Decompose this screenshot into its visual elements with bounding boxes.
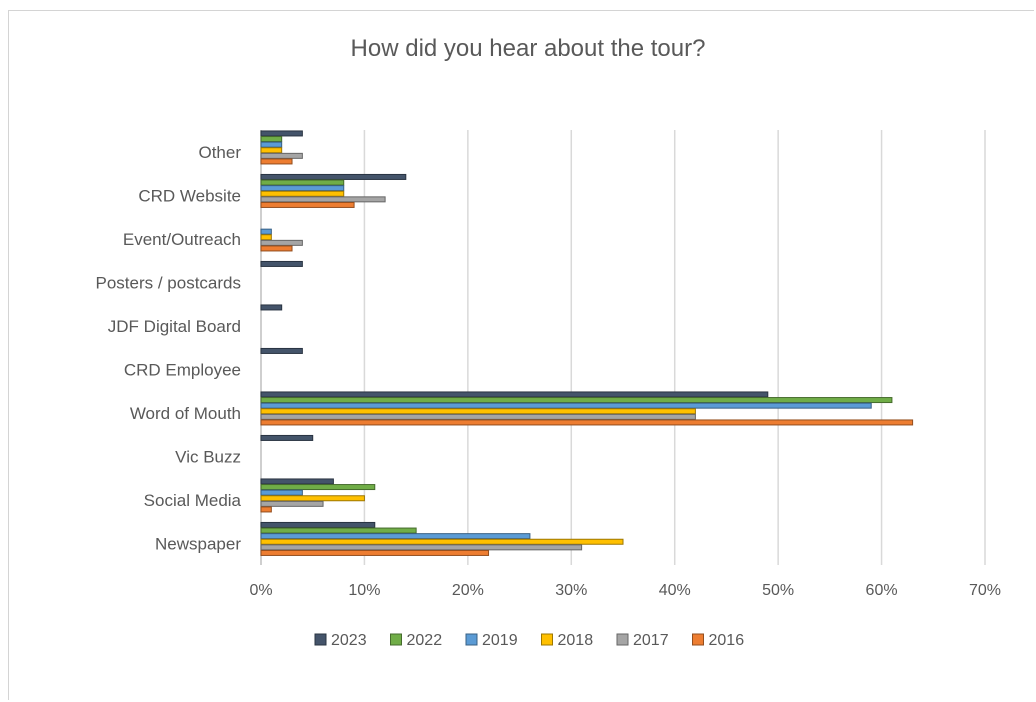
legend-label: 2023 bbox=[331, 632, 367, 649]
x-tick-label: 20% bbox=[452, 582, 484, 599]
legend-label: 2018 bbox=[558, 632, 594, 649]
category-label: Word of Mouth bbox=[130, 404, 241, 423]
bar-2023-posters-postcards bbox=[260, 260, 303, 267]
bar-2017-other bbox=[260, 152, 303, 159]
bar-2023-jdf-digital-board bbox=[260, 304, 283, 311]
bar-2022-social-media bbox=[260, 484, 376, 491]
bar-2018-word-of-mouth bbox=[260, 408, 696, 415]
bar-2016-word-of-mouth bbox=[260, 419, 914, 426]
bar-2017-crd-website bbox=[260, 196, 386, 203]
legend-swatch bbox=[390, 633, 402, 646]
legend-item-2016: 2016 bbox=[692, 632, 745, 649]
bar-2018-newspaper bbox=[260, 538, 624, 545]
category-label: Social Media bbox=[144, 491, 242, 510]
category-label: JDF Digital Board bbox=[108, 317, 241, 336]
bar-2023-social-media bbox=[260, 478, 334, 485]
x-tick-label: 50% bbox=[762, 582, 794, 599]
x-tick-label: 60% bbox=[866, 582, 898, 599]
bar-2023-crd-employee bbox=[260, 347, 303, 354]
bar-2016-social-media bbox=[260, 506, 272, 513]
category-label: Other bbox=[198, 143, 241, 162]
x-tick-label: 40% bbox=[659, 582, 691, 599]
x-tick-label: 70% bbox=[969, 582, 1001, 599]
bar-2017-word-of-mouth bbox=[260, 413, 696, 420]
legend-item-2023: 2023 bbox=[314, 632, 367, 649]
legend-item-2017: 2017 bbox=[616, 632, 669, 649]
bar-2022-newspaper bbox=[260, 527, 417, 534]
bar-2023-other bbox=[260, 130, 303, 137]
bar-2018-crd-website bbox=[260, 190, 345, 197]
bar-2019-newspaper bbox=[260, 533, 531, 540]
bar-2018-event-outreach bbox=[260, 234, 272, 241]
bar-2016-other bbox=[260, 158, 293, 165]
bar-2016-newspaper bbox=[260, 549, 490, 556]
legend-label: 2017 bbox=[633, 632, 669, 649]
bar-2023-newspaper bbox=[260, 521, 376, 528]
bar-2023-crd-website bbox=[260, 173, 407, 180]
chart-frame bbox=[8, 10, 1034, 700]
bars bbox=[260, 130, 914, 556]
bar-2023-word-of-mouth bbox=[260, 391, 769, 398]
bar-2022-crd-website bbox=[260, 179, 345, 186]
legend-swatch bbox=[692, 633, 704, 646]
category-label: Posters / postcards bbox=[95, 273, 241, 292]
legend-swatch bbox=[541, 633, 553, 646]
bar-2018-social-media bbox=[260, 495, 365, 502]
category-label: CRD Website bbox=[138, 186, 241, 205]
bar-2022-other bbox=[260, 136, 283, 143]
bar-2017-event-outreach bbox=[260, 239, 303, 246]
bar-2023-vic-buzz bbox=[260, 434, 314, 441]
bar-2022-word-of-mouth bbox=[260, 397, 893, 404]
legend-label: 2019 bbox=[482, 632, 518, 649]
category-label: Event/Outreach bbox=[123, 230, 241, 249]
bar-2016-event-outreach bbox=[260, 245, 293, 252]
bar-2017-social-media bbox=[260, 500, 324, 507]
x-tick-label: 10% bbox=[348, 582, 380, 599]
chart-title: How did you hear about the tour? bbox=[351, 35, 706, 62]
bar-2017-newspaper bbox=[260, 544, 583, 551]
legend-swatch bbox=[465, 633, 478, 646]
bar-2018-other bbox=[260, 147, 283, 154]
bar-2019-crd-website bbox=[260, 185, 345, 192]
legend-item-2019: 2019 bbox=[465, 632, 518, 649]
legend-swatch bbox=[616, 633, 629, 646]
gridlines bbox=[363, 130, 986, 565]
legend: 2023 2022 2019 2018 2017 2016 bbox=[314, 632, 745, 649]
category-label: CRD Employee bbox=[124, 360, 241, 379]
bar-2019-other bbox=[260, 141, 283, 148]
legend-label: 2016 bbox=[709, 632, 745, 649]
legend-swatch bbox=[314, 633, 327, 646]
category-label: Newspaper bbox=[155, 534, 241, 553]
x-tick-label: 0% bbox=[249, 582, 272, 599]
bar-2019-word-of-mouth bbox=[260, 402, 872, 409]
legend-label: 2022 bbox=[407, 632, 443, 649]
bar-2016-crd-website bbox=[260, 201, 355, 208]
legend-item-2018: 2018 bbox=[541, 632, 594, 649]
bar-2019-social-media bbox=[260, 489, 303, 496]
category-label: Vic Buzz bbox=[175, 447, 241, 466]
category-labels: Newspaper Social Media Vic Buzz Word of Mou… bbox=[95, 143, 241, 554]
bar-2019-event-outreach bbox=[260, 228, 272, 235]
x-tick-label: 30% bbox=[555, 582, 587, 599]
legend-item-2022: 2022 bbox=[390, 632, 443, 649]
